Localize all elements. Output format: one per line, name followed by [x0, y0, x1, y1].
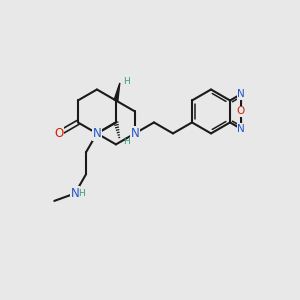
Text: N: N [70, 187, 79, 200]
Text: H: H [78, 189, 85, 198]
Text: H: H [123, 137, 130, 146]
Text: N: N [92, 127, 101, 140]
Text: N: N [237, 89, 245, 99]
Polygon shape [114, 83, 120, 101]
Text: N: N [130, 127, 139, 140]
Text: O: O [237, 106, 245, 116]
Text: H: H [123, 77, 130, 86]
Text: O: O [54, 127, 64, 140]
Text: N: N [237, 124, 245, 134]
